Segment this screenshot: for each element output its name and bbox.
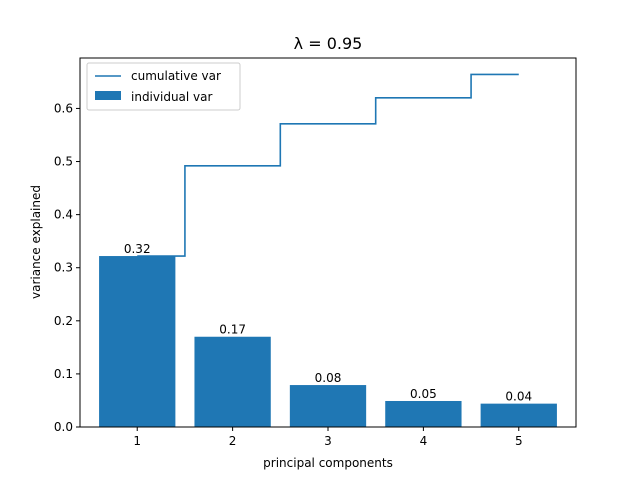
x-axis-label: principal components — [263, 456, 393, 470]
bar-value-label-5: 0.04 — [505, 390, 532, 404]
y-tick-label-5: 0.5 — [54, 155, 73, 169]
y-tick-label-1: 0.1 — [54, 367, 73, 381]
cumulative-step-line — [137, 73, 519, 257]
x-tick-label-1: 1 — [133, 434, 141, 448]
bar-value-label-4: 0.05 — [410, 387, 437, 401]
bar-2 — [194, 336, 271, 427]
legend: cumulative var individual var — [86, 62, 241, 111]
chart-title: λ = 0.95 — [294, 34, 363, 53]
y-axis-label: variance explained — [29, 185, 43, 299]
bar-1 — [99, 256, 176, 427]
bar-value-label-2: 0.17 — [219, 323, 246, 337]
x-tick-label-5: 5 — [515, 434, 523, 448]
x-tick-label-3: 3 — [324, 434, 332, 448]
y-tick-label-2: 0.2 — [54, 314, 73, 328]
y-tick-label-0: 0.0 — [54, 420, 73, 434]
bar-value-label-1: 0.32 — [124, 242, 151, 256]
x-tick-label-4: 4 — [420, 434, 428, 448]
legend-label-cumulative: cumulative var — [131, 69, 221, 83]
y-tick-label-3: 0.3 — [54, 261, 73, 275]
bar-5 — [480, 403, 557, 427]
legend-label-individual: individual var — [131, 90, 213, 104]
x-tick-label-2: 2 — [229, 434, 237, 448]
bar-3 — [289, 385, 367, 427]
bar-4 — [385, 400, 462, 427]
bar-value-label-3: 0.08 — [315, 371, 342, 385]
legend-frame — [86, 62, 241, 111]
y-tick-label-6: 0.6 — [54, 101, 73, 115]
y-tick-label-4: 0.4 — [54, 208, 73, 222]
plot-area: 0.32 0.17 0.08 0.05 0.04 1 2 3 4 5 0.0 0.1 0.2 0.3 0.4… — [54, 57, 577, 448]
legend-swatch-individual — [95, 91, 121, 100]
